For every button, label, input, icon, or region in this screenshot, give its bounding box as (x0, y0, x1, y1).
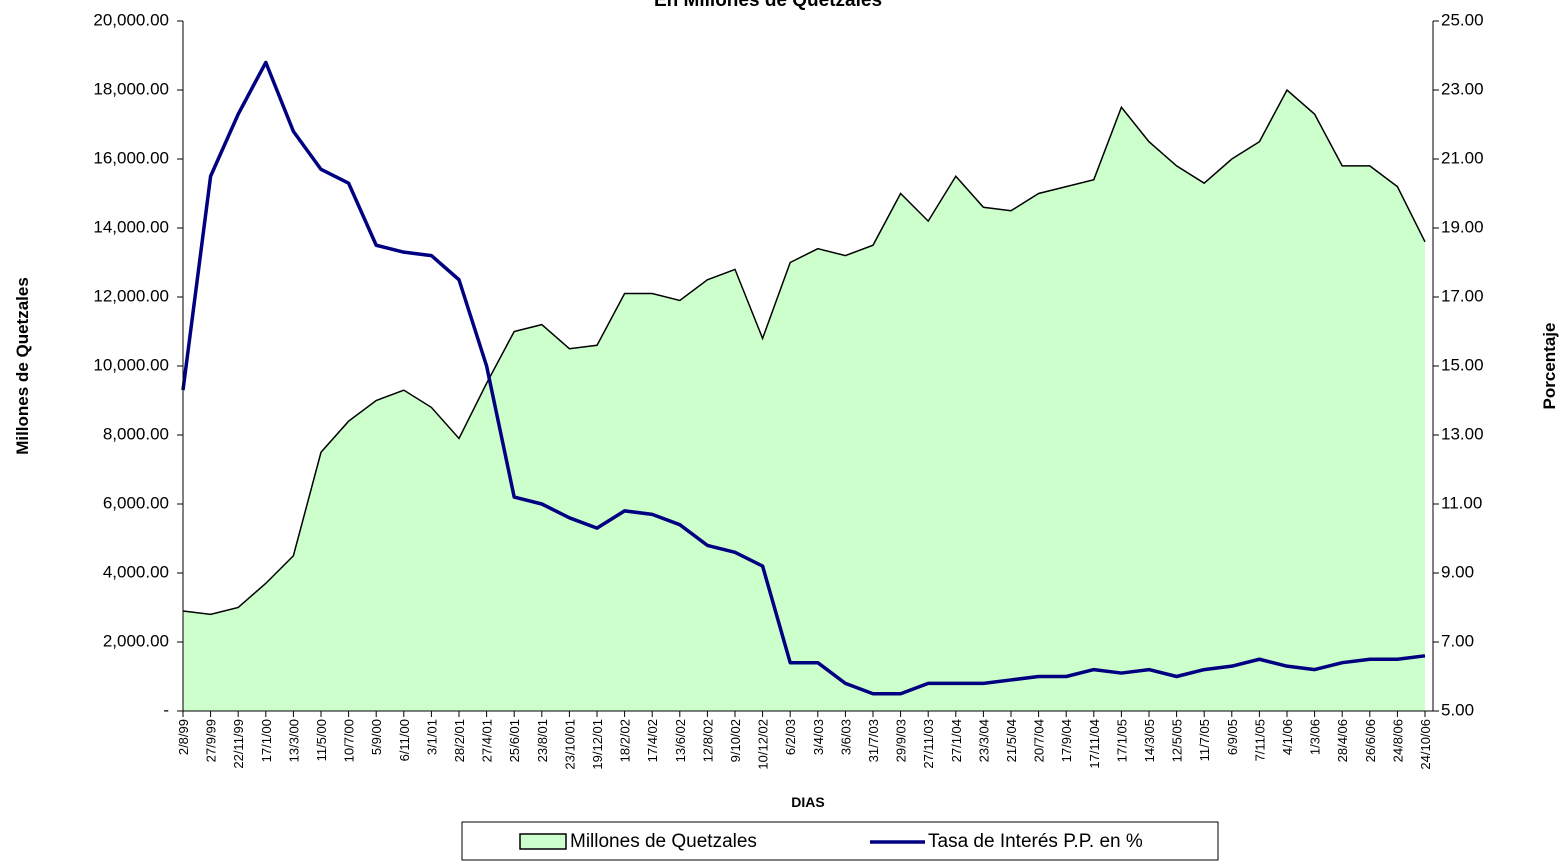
y2-tick-label: 5.00 (1441, 700, 1474, 719)
x-tick-label: 25/6/01 (507, 719, 522, 762)
x-tick-label: 22/11/99 (231, 719, 246, 769)
y-tick-label: - (163, 700, 169, 719)
y2-tick-label: 21.00 (1441, 148, 1484, 167)
x-tick-label: 23/3/04 (976, 719, 991, 762)
x-tick-label: 24/8/06 (1390, 719, 1405, 762)
y-axis-label: Millones de Quetzales (13, 277, 32, 455)
y-tick-label: 12,000.00 (93, 286, 169, 305)
y-tick-label: 6,000.00 (103, 493, 169, 512)
x-tick-label: 3/4/03 (811, 719, 826, 755)
x-tick-label: 18/2/02 (618, 719, 633, 762)
x-tick-label: 13/3/00 (286, 719, 301, 762)
x-tick-label: 27/1/04 (949, 719, 964, 762)
x-tick-label: 31/7/03 (866, 719, 881, 762)
x-tick-label: 27/11/03 (921, 719, 936, 769)
x-tick-label: 13/6/02 (673, 719, 688, 762)
y-tick-label: 10,000.00 (93, 355, 169, 374)
x-tick-label: 12/8/02 (700, 719, 715, 762)
x-tick-label: 5/9/00 (369, 719, 384, 755)
x-tick-label: 27/9/99 (204, 719, 219, 762)
x-tick-label: 3/6/03 (838, 719, 853, 755)
chart-title: En Millones de Quetzales (654, 0, 882, 11)
legend-box (461, 821, 1219, 861)
x-tick-label: 17/9/04 (1059, 719, 1074, 762)
legend-label: Tasa de Interés P.P. en % (928, 831, 1143, 852)
x-tick-label: 9/10/02 (728, 719, 743, 762)
y-tick-label: 16,000.00 (93, 148, 169, 167)
x-tick-label: 14/3/05 (1142, 719, 1157, 762)
line (181, 60, 1426, 696)
y-tick-label: 8,000.00 (103, 424, 169, 443)
x-tick-label: 12/5/05 (1170, 719, 1185, 762)
y2-axis-label: Porcentaje (1540, 323, 1559, 410)
y-tick-label: 20,000.00 (93, 10, 169, 29)
y2-tick-label: 15.00 (1441, 355, 1484, 374)
x-tick-label: 20/7/04 (1032, 719, 1047, 762)
x-tick-label: 4/1/06 (1280, 719, 1295, 755)
x-tick-label: 17/1/05 (1114, 719, 1129, 762)
area (183, 90, 1425, 711)
x-tick-label: 17/1/00 (259, 719, 274, 762)
y-tick-label: 14,000.00 (93, 217, 169, 236)
x-tick-label: 11/7/05 (1197, 719, 1212, 761)
y2-tick-label: 13.00 (1441, 424, 1484, 443)
y2-tick-label: 11.00 (1441, 493, 1482, 512)
y-tick-label: 2,000.00 (103, 631, 169, 650)
x-tick-label: 23/8/01 (535, 719, 550, 762)
legend-label: Millones de Quetzales (570, 831, 757, 852)
x-tick-label: 10/12/02 (756, 719, 771, 770)
legend-swatch (519, 833, 567, 850)
area-edge (182, 88, 1426, 616)
x-tick-label: 28/4/06 (1335, 719, 1350, 762)
y-tick-label: 4,000.00 (103, 562, 169, 581)
y2-tick-label: 23.00 (1441, 79, 1484, 98)
x-tick-label: 11/5/00 (314, 719, 329, 761)
x-tick-label: 29/9/03 (894, 719, 909, 762)
x-tick-label: 6/9/05 (1225, 719, 1240, 755)
y-tick-label: 18,000.00 (93, 79, 169, 98)
x-tick-label: 19/12/01 (590, 719, 605, 770)
x-tick-label: 26/6/06 (1363, 719, 1378, 762)
y2-tick-label: 7.00 (1441, 631, 1474, 650)
x-tick-label: 7/11/05 (1252, 719, 1267, 761)
x-tick-label: 1/3/06 (1308, 719, 1323, 755)
y2-tick-label: 9.00 (1441, 562, 1474, 581)
x-tick-label: 24/10/06 (1418, 719, 1433, 770)
x-tick-label: 28/2/01 (452, 719, 467, 762)
x-tick-label: 6/11/00 (397, 719, 412, 761)
y2-tick-label: 25.00 (1441, 10, 1484, 29)
x-tick-label: 3/1/01 (424, 719, 439, 755)
x-tick-label: 27/4/01 (480, 719, 495, 762)
x-tick-label: 21/5/04 (1004, 719, 1019, 762)
x-tick-label: 6/2/03 (783, 719, 798, 755)
x-tick-label: 23/10/01 (562, 719, 577, 770)
x-tick-label: 2/8/99 (176, 719, 191, 755)
x-tick-label: 17/11/04 (1087, 719, 1102, 769)
x-axis-label: DIAS (791, 794, 824, 810)
x-tick-label: 10/7/00 (342, 719, 357, 762)
y2-tick-label: 17.00 (1441, 286, 1484, 305)
y2-tick-label: 19.00 (1441, 217, 1484, 236)
x-tick-label: 17/4/02 (645, 719, 660, 762)
